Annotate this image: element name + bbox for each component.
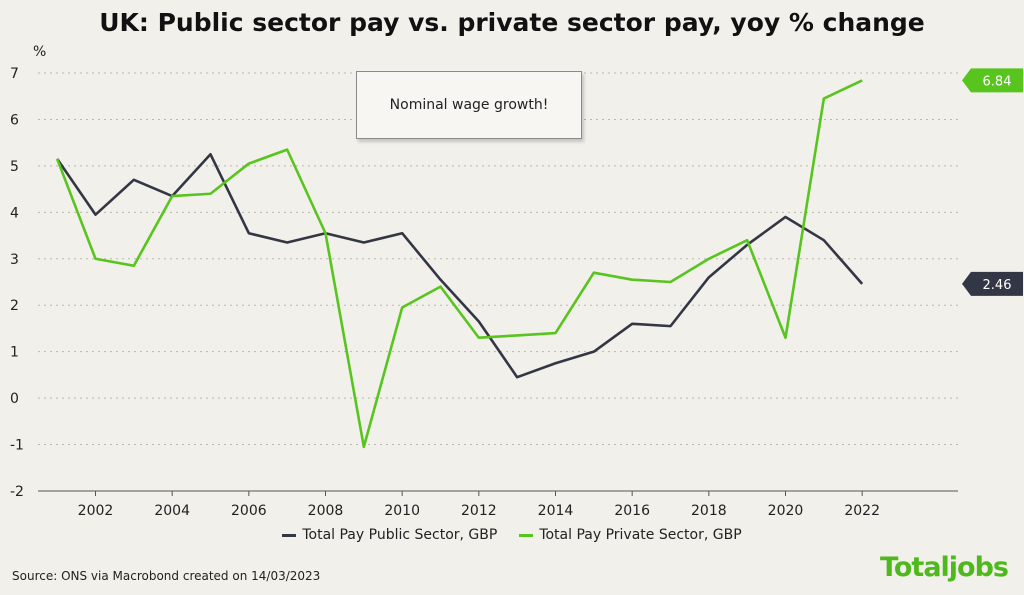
legend-item-private: Total Pay Private Sector, GBP: [519, 527, 742, 543]
x-tick-label: 2004: [154, 503, 190, 519]
annotation-box: Nominal wage growth!: [356, 71, 582, 139]
legend-item-public: Total Pay Public Sector, GBP: [282, 527, 497, 543]
y-tick-label: 5: [10, 159, 19, 175]
y-tick-label: 0: [10, 391, 19, 407]
x-tick-label: 2018: [691, 503, 727, 519]
y-tick-label: -2: [10, 484, 24, 500]
end-label-value: 2.46: [983, 278, 1012, 293]
x-axis-tick-labels: 2002 2004 2006 2008 2010 2012 2014 2016 2018 2020…: [78, 503, 880, 519]
y-tick-label: 1: [10, 345, 19, 361]
public-sector-line: [56, 152, 864, 379]
end-label-tag: [962, 68, 1023, 93]
private-sector-line: [55, 79, 863, 449]
y-tick-label: 3: [10, 252, 19, 268]
end-label-tag: [962, 271, 1023, 296]
y-axis-tick-labels: -2 -1 0 1 2 3 4 5 6 7: [10, 66, 24, 500]
axes: [38, 490, 958, 496]
legend-label-public: Total Pay Public Sector, GBP: [302, 527, 498, 543]
x-tick-label: 2008: [308, 503, 344, 519]
x-tick-label: 2020: [768, 503, 804, 519]
x-tick-label: 2014: [538, 503, 574, 519]
x-tick-label: 2010: [384, 503, 420, 519]
x-tick-label: 2012: [461, 503, 497, 519]
x-tick-label: 2022: [844, 503, 880, 519]
legend: Total Pay Public Sector, GBP Total Pay P…: [0, 527, 1024, 543]
series-end-labels: 2.46 6.84: [962, 68, 1023, 296]
x-tick-label: 2006: [231, 503, 267, 519]
x-tick-label: 2016: [614, 503, 650, 519]
y-tick-label: 2: [10, 298, 19, 314]
y-axis-unit-label: %: [33, 44, 46, 60]
series-lines: [55, 79, 864, 449]
source-note: Source: ONS via Macrobond created on 14/…: [12, 569, 321, 583]
annotation-text: Nominal wage growth!: [389, 97, 549, 113]
y-tick-label: -1: [10, 438, 24, 454]
y-tick-label: 6: [10, 112, 19, 128]
chart-title: UK: Public sector pay vs. private sector…: [99, 8, 925, 37]
totaljobs-logo: Totaljobs: [880, 552, 1009, 583]
legend-swatch-public: [282, 533, 297, 537]
end-label-value: 6.84: [983, 74, 1012, 89]
y-tick-label: 7: [10, 66, 19, 82]
x-tick-label: 2002: [78, 503, 114, 519]
y-tick-label: 4: [10, 205, 19, 221]
legend-label-private: Total Pay Private Sector, GBP: [539, 527, 742, 543]
legend-swatch-private: [519, 533, 534, 537]
